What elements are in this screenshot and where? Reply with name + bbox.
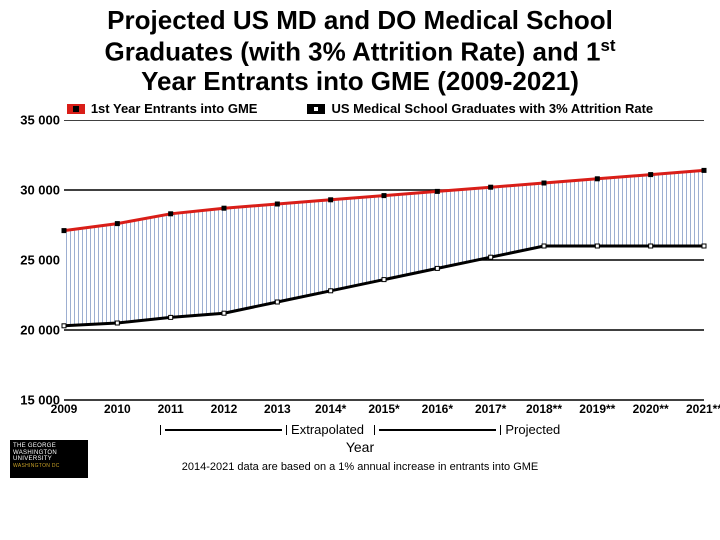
chart-title: Projected US MD and DO Medical School Gr… <box>0 0 720 97</box>
legend-swatch-grads-icon <box>307 104 325 114</box>
x-tick-label: 2020** <box>633 402 669 416</box>
x-tick-label: 2017* <box>475 402 506 416</box>
tick-icon <box>500 425 501 435</box>
x-tick-label: 2019** <box>579 402 615 416</box>
chart-area: 15 00020 00025 00030 00035 000 200920102… <box>10 120 710 420</box>
logo-sub: WASHINGTON DC <box>13 464 85 470</box>
legend-entrants: 1st Year Entrants into GME <box>67 101 258 116</box>
slide: Projected US MD and DO Medical School Gr… <box>0 0 720 540</box>
x-axis-title: Year <box>0 439 720 455</box>
x-tick-label: 2014* <box>315 402 346 416</box>
logo-line2: WASHINGTON <box>13 450 57 456</box>
x-tick-label: 2021** <box>686 402 720 416</box>
projected-line-icon <box>379 429 496 431</box>
footnote: 2014-2021 data are based on a 1% annual … <box>0 461 720 473</box>
legend-grads: US Medical School Graduates with 3% Attr… <box>307 101 653 116</box>
y-tick-label: 25 000 <box>20 253 60 268</box>
tick-icon <box>286 425 287 435</box>
title-line3: Year Entrants into GME (2009-2021) <box>141 66 579 96</box>
title-line2-sup: st <box>600 36 615 55</box>
legend: 1st Year Entrants into GME US Medical Sc… <box>0 101 720 116</box>
gwu-logo: THE GEORGE WASHINGTON UNIVERSITY WASHING… <box>10 440 88 478</box>
x-tick-label: 2013 <box>264 402 291 416</box>
x-tick-label: 2015* <box>368 402 399 416</box>
title-line1: Projected US MD and DO Medical School <box>107 5 613 35</box>
chart-svg <box>10 120 710 420</box>
x-tick-label: 2010 <box>104 402 131 416</box>
y-tick-label: 30 000 <box>20 183 60 198</box>
legend-grads-label: US Medical School Graduates with 3% Attr… <box>331 101 653 116</box>
tick-icon <box>160 425 161 435</box>
x-tick-label: 2018** <box>526 402 562 416</box>
x-tick-label: 2012 <box>211 402 238 416</box>
legend-entrants-label: 1st Year Entrants into GME <box>91 101 258 116</box>
x-tick-label: 2016* <box>422 402 453 416</box>
x-tick-label: 2011 <box>158 402 184 416</box>
extrapolated-line-icon <box>165 429 282 431</box>
legend-swatch-entrants-icon <box>67 104 85 114</box>
y-tick-label: 20 000 <box>20 323 60 338</box>
x-tick-label: 2009 <box>51 402 78 416</box>
logo-line3: UNIVERSITY <box>13 456 52 462</box>
y-tick-label: 35 000 <box>20 113 60 128</box>
title-line2-pre: Graduates (with 3% Attrition Rate) and 1 <box>104 37 600 67</box>
tick-icon <box>374 425 375 435</box>
logo-line1: THE GEORGE <box>13 443 56 449</box>
